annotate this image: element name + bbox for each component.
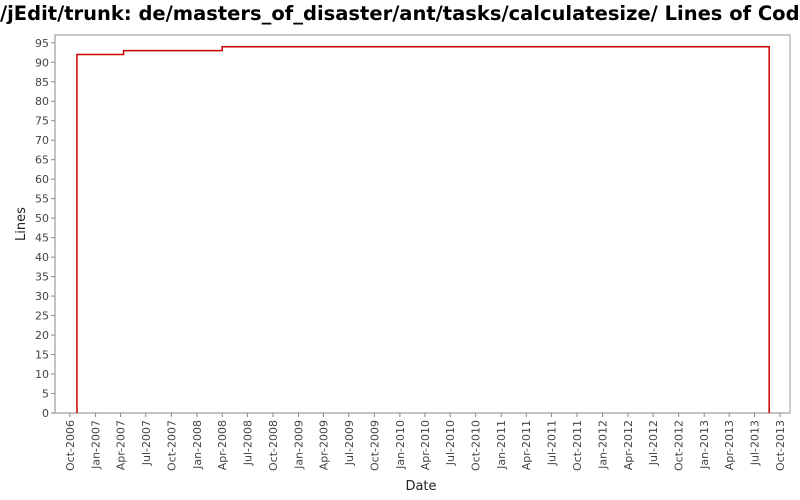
y-tick-label: 40 (35, 251, 49, 264)
x-tick-label: Jul-2007 (140, 420, 153, 466)
y-axis-label: Lines (14, 207, 29, 241)
x-tick-label: Oct-2010 (470, 420, 483, 471)
x-tick-label: Apr-2012 (622, 420, 635, 470)
x-tick-label: Oct-2006 (64, 420, 77, 471)
x-tick-label: Apr-2011 (520, 420, 533, 470)
x-tick-label: Jul-2012 (647, 420, 660, 466)
y-tick-label: 35 (35, 271, 49, 284)
x-tick-label: Jul-2011 (545, 420, 558, 466)
x-axis-label: Date (405, 479, 436, 494)
x-tick-label: Jan-2013 (698, 420, 711, 470)
y-tick-label: 85 (35, 76, 49, 89)
x-tick-label: Apr-2008 (216, 420, 229, 470)
y-tick-label: 15 (35, 349, 49, 362)
y-tick-label: 20 (35, 329, 49, 342)
x-tick-label: Oct-2013 (774, 420, 787, 471)
x-tick-label: Jul-2013 (748, 420, 761, 466)
x-tick-label: Jul-2010 (444, 420, 457, 466)
y-tick-label: 55 (35, 193, 49, 206)
x-tick-label: Oct-2008 (267, 420, 280, 471)
x-tick-label: Jan-2007 (90, 420, 103, 470)
series-line (76, 45, 770, 413)
x-tick-label: Jan-2011 (495, 420, 508, 470)
x-tick-label: Oct-2007 (165, 420, 178, 471)
y-tick-label: 30 (35, 290, 49, 303)
y-tick-label: 0 (42, 407, 49, 420)
x-tick-label: Jan-2008 (191, 420, 204, 470)
series-layer (76, 45, 770, 413)
y-tick-label: 25 (35, 310, 49, 323)
plot-area (54, 34, 791, 414)
y-tick-label: 75 (35, 115, 49, 128)
x-tick-label: Apr-2009 (318, 420, 331, 470)
chart-title: /jEdit/trunk: de/masters_of_disaster/ant… (0, 2, 800, 25)
x-axis-ticks: Oct-2006 Jan-2007 Apr-2007 Jul-2007 Oct-2007… (64, 413, 787, 471)
y-tick-label: 95 (35, 37, 49, 50)
y-tick-label: 65 (35, 154, 49, 167)
x-tick-label: Jan-2012 (597, 420, 610, 470)
x-tick-label: Oct-2011 (571, 420, 584, 471)
x-tick-label: Oct-2009 (368, 420, 381, 471)
y-tick-label: 50 (35, 212, 49, 225)
y-tick-label: 5 (42, 388, 49, 401)
x-tick-label: Jul-2008 (241, 420, 254, 466)
x-tick-label: Apr-2013 (723, 420, 736, 470)
y-tick-label: 60 (35, 173, 49, 186)
x-tick-label: Apr-2010 (419, 420, 432, 470)
x-tick-label: Apr-2007 (115, 420, 128, 470)
y-tick-label: 90 (35, 56, 49, 69)
x-tick-label: Jul-2009 (343, 420, 356, 466)
y-tick-label: 10 (35, 368, 49, 381)
y-tick-label: 70 (35, 134, 49, 147)
y-axis-ticks: 0 5 10 15 20 25 30 35 40 45 50 55 60 65 70 75 80 85 90 95 (35, 37, 55, 420)
y-tick-label: 80 (35, 95, 49, 108)
y-tick-label: 45 (35, 232, 49, 245)
x-tick-label: Oct-2012 (673, 420, 686, 471)
x-tick-label: Jan-2010 (394, 420, 407, 470)
x-tick-label: Jan-2009 (293, 420, 306, 470)
